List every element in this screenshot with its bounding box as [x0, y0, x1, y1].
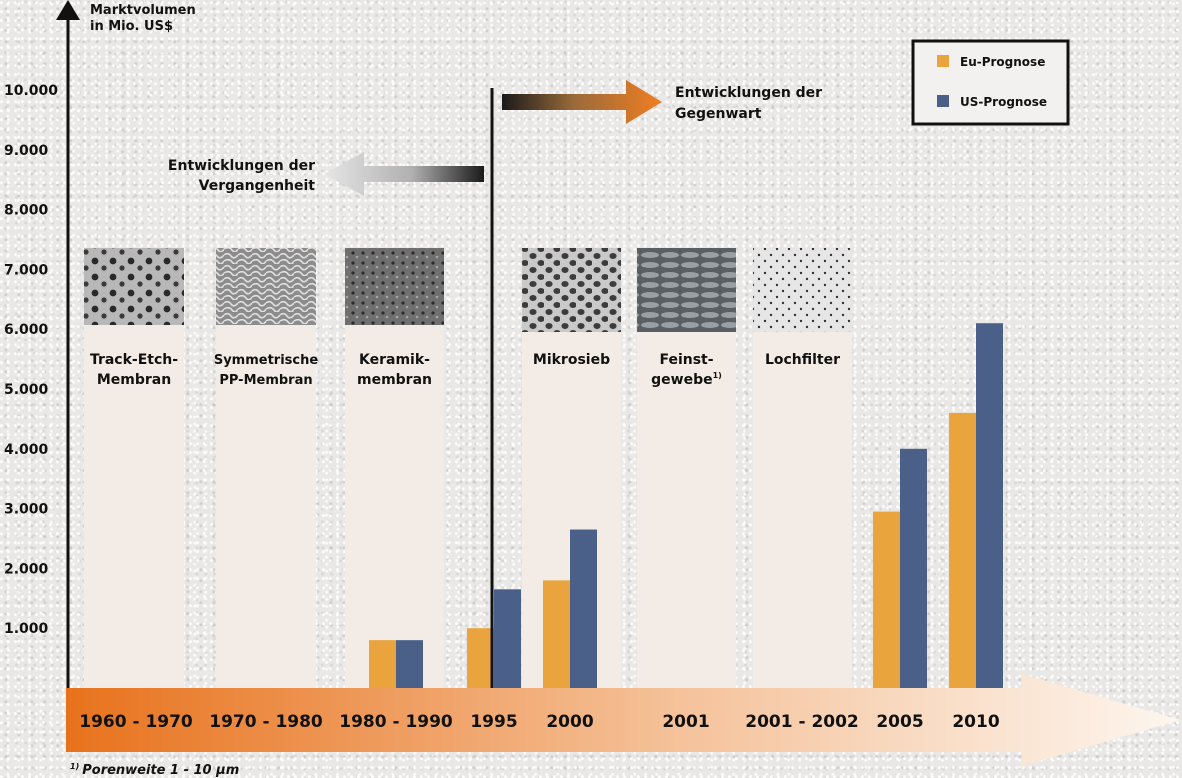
y-tick-label: 2.000	[4, 561, 49, 577]
bar-eu-2005	[873, 511, 900, 688]
legend-swatch-eu	[937, 55, 949, 67]
category-label: 2001	[662, 712, 709, 732]
bar-us-2000	[570, 529, 597, 688]
y-tick-label: 5.000	[4, 382, 49, 398]
y-tick-label: 9.000	[4, 143, 49, 159]
bar-us-2010	[976, 323, 1003, 688]
y-tick-label: 1.000	[4, 621, 49, 637]
bar-marks	[369, 323, 1003, 688]
footnote-marker: 1)	[70, 762, 79, 771]
legend: Eu-Prognose US-Prognose	[911, 39, 1070, 126]
pp-membrane-micrograph	[216, 248, 316, 325]
bar-us-2005	[900, 448, 927, 688]
y-tick-label: 4.000	[4, 442, 49, 458]
category-label: 1960 - 1970	[79, 712, 193, 732]
y-tick-label: 10.000	[4, 83, 58, 99]
technology-label: Feinst-gewebe1)	[651, 352, 722, 388]
y-tick-label: 7.000	[4, 262, 49, 278]
y-tick-label: 3.000	[4, 502, 49, 518]
technology-label: Keramik-membran	[357, 352, 432, 388]
legend-label-us: US-Prognose	[960, 95, 1047, 109]
category-label: 2005	[876, 712, 923, 732]
y-axis-label: Marktvolumen in Mio. US$	[90, 3, 196, 34]
present-developments-label: Entwicklungen der Gegenwart	[675, 85, 822, 122]
bar-us-1980-1990	[396, 640, 423, 688]
bar-us-1995	[494, 589, 521, 688]
technology-label: Symmetrische PP-Membran	[214, 353, 319, 388]
fine-fabric-micrograph	[637, 248, 736, 332]
category-label: 1970 - 1980	[209, 712, 323, 732]
legend-box	[911, 39, 1070, 126]
past-developments-label: Entwicklungen der Vergangenheit	[168, 158, 315, 194]
technology-label: Track-Etch-Membran	[90, 352, 178, 388]
bar-eu-2000	[543, 580, 570, 688]
timeline-arrow	[66, 674, 1180, 766]
category-labels: 1960 - 1970 1970 - 1980 1980 - 1990 1995 200…	[79, 712, 1000, 732]
y-tick-label: 8.000	[4, 203, 49, 219]
footnote: 1) Porenweite 1 - 10 μm	[70, 762, 239, 778]
technology-label: Lochfilter	[765, 352, 840, 368]
y-tick-labels: 1.000 2.000 3.000 4.000 5.000 6.000 7.000 8.000…	[4, 83, 58, 637]
bar-eu-1980-1990	[369, 640, 396, 688]
microsieve-micrograph	[522, 248, 621, 332]
hole-filter-micrograph	[753, 248, 852, 332]
category-label: 2000	[546, 712, 593, 732]
category-label: 1980 - 1990	[339, 712, 453, 732]
category-label: 2001 - 2002	[745, 712, 859, 732]
bar-eu-1995	[467, 628, 494, 688]
technology-columns: Track-Etch-Membran Symmetrische PP-Membran…	[84, 248, 852, 688]
present-developments-arrow	[502, 80, 662, 124]
track-etch-micrograph	[84, 248, 184, 325]
category-label: 1995	[470, 712, 517, 732]
footnote-text: Porenweite 1 - 10 μm	[82, 763, 239, 778]
legend-swatch-us	[937, 95, 949, 107]
y-tick-label: 6.000	[4, 322, 49, 338]
legend-label-eu: Eu-Prognose	[960, 55, 1045, 69]
technology-label: Mikrosieb	[533, 352, 610, 368]
bar-eu-2010	[949, 412, 976, 688]
category-label: 2010	[952, 712, 999, 732]
y-axis-arrowhead	[56, 0, 80, 20]
ceramic-membrane-micrograph	[345, 248, 444, 325]
past-developments-arrow	[324, 152, 484, 196]
